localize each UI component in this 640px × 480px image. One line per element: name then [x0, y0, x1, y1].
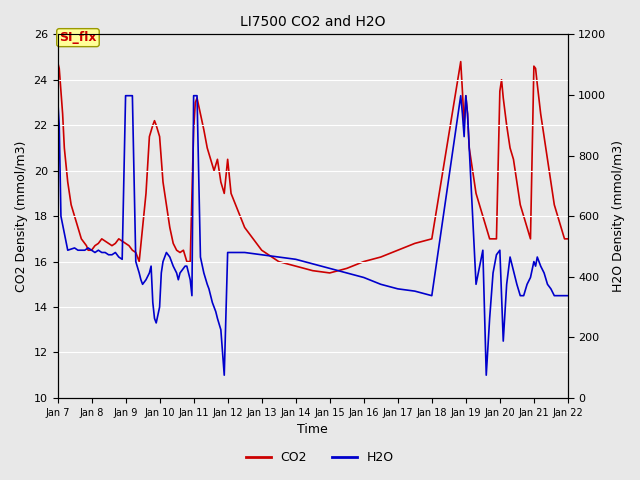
Legend: CO2, H2O: CO2, H2O: [241, 446, 399, 469]
H2O: [173, 270, 180, 276]
CO2: [530, 63, 538, 69]
H2O: [54, 93, 61, 98]
H2O: [224, 250, 232, 255]
H2O: [486, 315, 493, 321]
Line: CO2: CO2: [58, 61, 568, 273]
CO2: [543, 156, 551, 162]
Text: SI_flx: SI_flx: [60, 31, 97, 44]
H2O: [464, 111, 472, 117]
Title: LI7500 CO2 and H2O: LI7500 CO2 and H2O: [240, 15, 385, 29]
H2O: [428, 293, 436, 299]
H2O: [564, 293, 572, 299]
CO2: [499, 95, 507, 101]
H2O: [220, 372, 228, 378]
Line: H2O: H2O: [58, 96, 568, 375]
X-axis label: Time: Time: [298, 423, 328, 436]
Y-axis label: CO2 Density (mmol/m3): CO2 Density (mmol/m3): [15, 141, 28, 292]
CO2: [54, 59, 61, 64]
H2O: [554, 293, 561, 299]
CO2: [564, 236, 572, 242]
CO2: [486, 236, 493, 242]
CO2: [468, 168, 476, 174]
CO2: [150, 118, 158, 123]
Y-axis label: H2O Density (mmol/m3): H2O Density (mmol/m3): [612, 140, 625, 292]
CO2: [326, 270, 333, 276]
